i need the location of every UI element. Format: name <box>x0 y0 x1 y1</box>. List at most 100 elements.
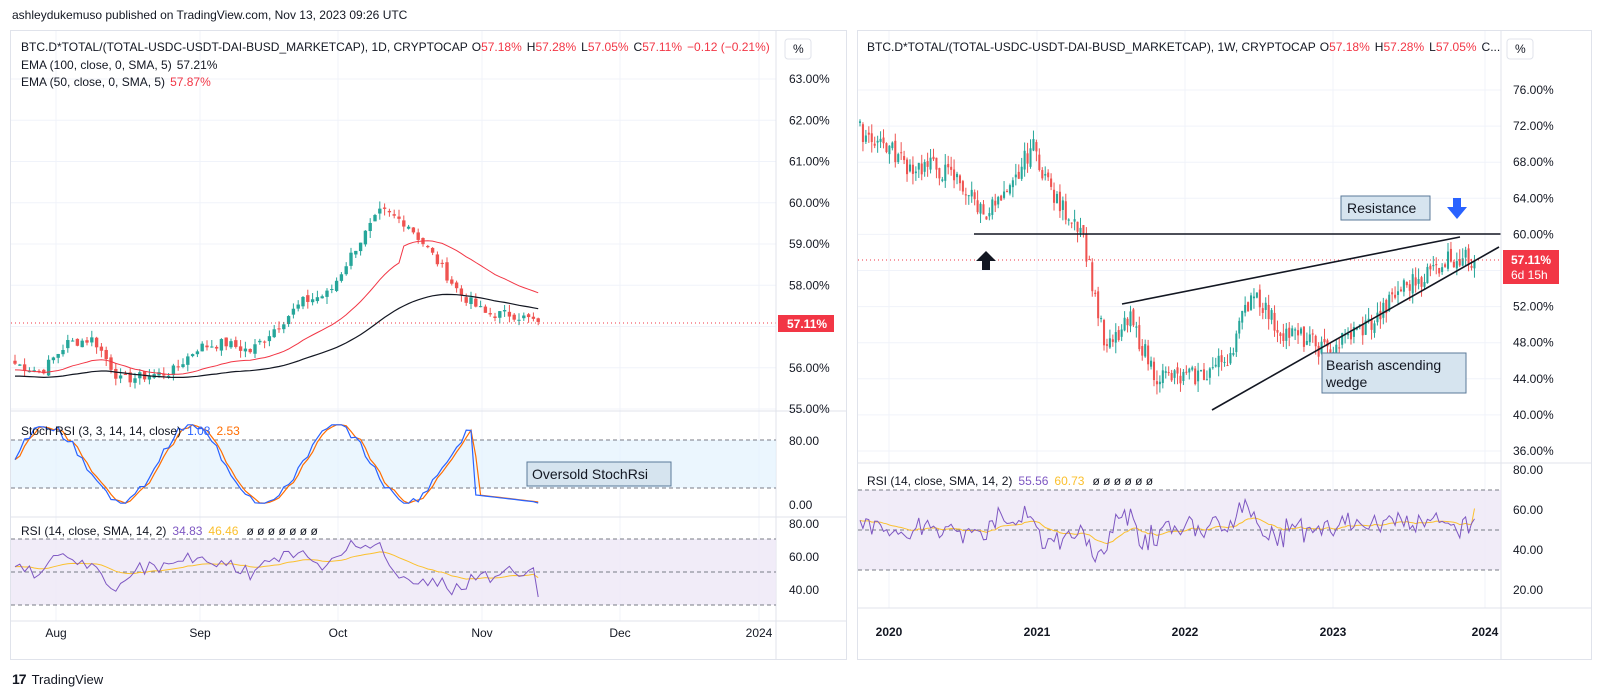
resistance-annotation-box[interactable] <box>1340 195 1431 221</box>
weekly-time-axis[interactable]: 2020 2021 2022 2023 2024 <box>876 625 1499 639</box>
candle-body <box>953 169 956 181</box>
candle-body <box>1135 326 1138 328</box>
candle-body <box>1182 371 1185 381</box>
candle-body <box>320 296 324 299</box>
candle-body <box>147 376 152 380</box>
candle-body <box>104 349 108 360</box>
candle-body <box>517 319 521 321</box>
candle-body <box>1005 191 1009 193</box>
candle-body <box>1388 294 1391 311</box>
candle-body <box>205 345 209 348</box>
candle-body <box>315 297 320 302</box>
candle-body <box>1058 191 1061 212</box>
candle-body <box>1455 261 1458 269</box>
candle-body <box>979 203 982 214</box>
candle-body <box>1261 308 1264 313</box>
candle-body <box>296 304 300 309</box>
candle-body <box>1079 227 1082 233</box>
candle-body <box>861 124 864 143</box>
candle-body <box>1161 370 1164 384</box>
candle-body <box>1117 330 1120 341</box>
candle-body <box>1364 320 1367 335</box>
candle-body <box>906 159 909 175</box>
price-axis-label: 59.00% <box>789 237 830 251</box>
wedge-upper-line[interactable] <box>1121 236 1461 305</box>
wedge-annotation-line1: Bearish ascending <box>1326 357 1441 373</box>
rsi-axis-60: 60.00 <box>1513 503 1543 517</box>
candle-body <box>186 356 190 365</box>
price-axis-label: 72.00% <box>1513 119 1554 133</box>
candle-body <box>498 311 502 318</box>
candle-body <box>1176 367 1179 374</box>
candle-body <box>1000 195 1003 201</box>
weekly-candles <box>858 119 1476 395</box>
candle-body <box>1211 367 1214 369</box>
candle-body <box>1041 170 1044 179</box>
candle-body <box>22 364 27 371</box>
last-price-value: 57.11% <box>787 317 827 331</box>
candle-body <box>435 254 440 265</box>
candle-body <box>66 340 70 349</box>
time-axis-label: 2021 <box>1024 625 1051 639</box>
candle-body <box>1129 311 1132 327</box>
candle-body <box>1279 333 1282 336</box>
candle-body <box>80 340 84 348</box>
weekly-chart-panel[interactable]: Resistance Bearish ascending wedge BTC.D… <box>857 30 1592 660</box>
price-axis-label: 58.00% <box>789 278 830 292</box>
candle-body <box>469 297 473 305</box>
candle-body <box>1326 340 1329 347</box>
rsi-axis-40: 40.00 <box>789 583 819 597</box>
candle-body <box>1352 326 1355 337</box>
candle-body <box>464 297 468 303</box>
candle-body <box>1273 312 1276 331</box>
candle-body <box>1285 328 1288 341</box>
wedge-annotation-box[interactable] <box>1321 352 1467 394</box>
percent-scale-button[interactable] <box>784 38 812 60</box>
candle-body <box>282 324 286 330</box>
footer-brand[interactable]: 17 TradingView <box>12 671 103 687</box>
candle-body <box>1132 309 1135 326</box>
daily-chart-panel[interactable]: BTC.D*TOTAL/(TOTAL-USDC-USDT-DAI-BUSD_MA… <box>10 30 847 660</box>
weekly-chart-svg[interactable]: Resistance Bearish ascending wedge BTC.D… <box>858 31 1591 659</box>
candle-body <box>1003 191 1006 198</box>
candle-body <box>1394 294 1397 298</box>
oversold-annotation-text: Oversold StochRsi <box>532 466 648 482</box>
candle-body <box>61 349 65 355</box>
candle-body <box>262 341 267 343</box>
candle-body <box>1055 193 1059 204</box>
candle-body <box>13 360 17 364</box>
candle-body <box>1367 318 1370 322</box>
candle-body <box>1194 368 1197 385</box>
candle-body <box>488 313 492 315</box>
candle-body <box>1311 333 1314 335</box>
candle-body <box>1202 369 1206 380</box>
wedge-lower-line[interactable] <box>1211 246 1500 411</box>
daily-price-axis[interactable]: 63.00% 62.00% 61.00% 60.00% 59.00% 58.00% 56.0… <box>789 72 830 416</box>
candle-body <box>1100 318 1103 320</box>
weekly-price-axis[interactable]: 76.00% 72.00% 68.00% 64.00% 60.00% 52.00% 48.0… <box>1513 83 1554 458</box>
candle-body <box>426 245 430 248</box>
ema50-line <box>14 240 539 376</box>
candle-body <box>219 339 224 351</box>
candle-body <box>1241 310 1244 323</box>
candle-body <box>1138 325 1141 350</box>
candle-body <box>286 316 291 325</box>
candle-body <box>1164 371 1167 373</box>
daily-chart-svg[interactable]: BTC.D*TOTAL/(TOTAL-USDC-USDT-DAI-BUSD_MA… <box>11 31 846 659</box>
candle-body <box>416 232 420 240</box>
daily-time-axis[interactable]: Aug Sep Oct Nov Dec 2024 <box>45 626 772 640</box>
candle-body <box>1299 328 1303 334</box>
oversold-annotation-box[interactable] <box>526 461 672 487</box>
candle-body <box>1370 319 1373 330</box>
tradingview-logo-icon: 17 <box>12 671 27 687</box>
candle-body <box>1297 330 1300 336</box>
candle-body <box>1105 344 1108 346</box>
percent-scale-button[interactable] <box>1506 38 1534 60</box>
candle-body <box>1223 361 1226 363</box>
candle-body <box>1097 291 1100 319</box>
candle-body <box>1064 201 1067 220</box>
price-axis-label: 60.00% <box>1513 227 1554 241</box>
candle-body <box>531 316 536 319</box>
candle-body <box>985 216 988 220</box>
stoch-axis-0: 0.00 <box>789 498 813 512</box>
